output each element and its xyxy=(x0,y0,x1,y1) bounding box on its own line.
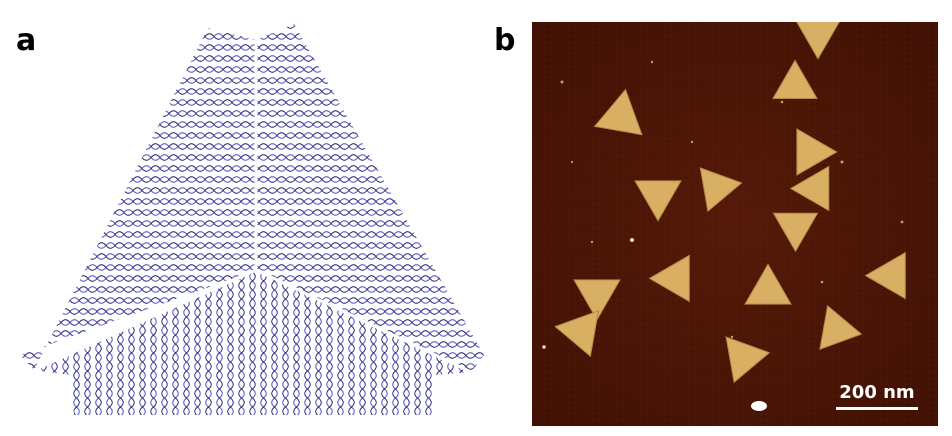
origami-triangle xyxy=(554,310,600,358)
origami-triangle xyxy=(796,128,838,176)
origami-triangle xyxy=(648,254,690,303)
afm-image xyxy=(532,22,938,426)
origami-triangle xyxy=(593,88,643,136)
origami-triangle xyxy=(744,263,792,305)
origami-triangle xyxy=(772,212,819,253)
afm-particles xyxy=(554,22,906,384)
panel-a-label: a xyxy=(16,23,37,58)
origami-arm-right xyxy=(256,24,484,372)
origami-triangle xyxy=(819,304,863,350)
origami-arm-bottom xyxy=(34,270,471,415)
dna-origami-schematic xyxy=(20,24,484,415)
origami-arm-left xyxy=(20,28,256,370)
origami-triangle xyxy=(573,279,621,321)
afm-bright-blob xyxy=(751,401,767,411)
origami-triangle xyxy=(725,336,771,384)
scale-bar-label: 200 nm xyxy=(839,382,915,403)
origami-triangle xyxy=(864,251,906,300)
origami-triangle xyxy=(789,165,830,212)
afm-debris xyxy=(542,60,904,349)
panel-b-label: b xyxy=(494,23,516,58)
origami-triangle xyxy=(796,22,840,60)
origami-triangle xyxy=(634,180,682,222)
origami-triangle xyxy=(699,167,743,213)
scale-bar xyxy=(836,407,918,410)
origami-triangle xyxy=(772,59,818,99)
